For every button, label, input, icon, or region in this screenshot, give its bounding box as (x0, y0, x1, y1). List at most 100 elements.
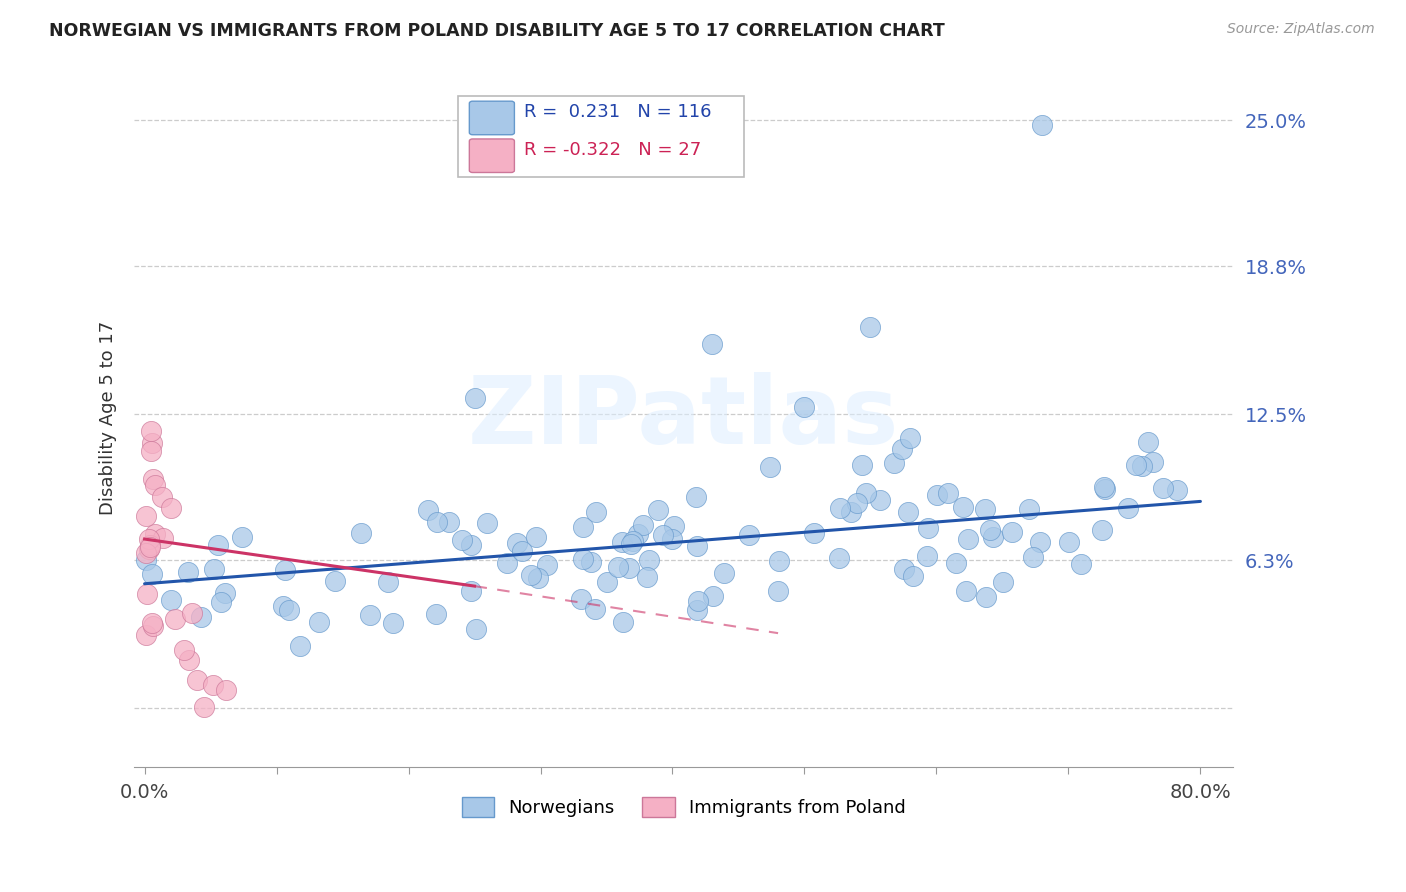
Point (768, 554, 790, 568)
Point (981, 530, 1004, 544)
Point (759, 460, 782, 475)
Point (1094, 480, 1116, 494)
Point (160, 593, 183, 607)
Point (138, 542, 160, 557)
Point (142, 619, 165, 633)
Point (437, 516, 460, 530)
Point (141, 424, 163, 438)
Point (738, 528, 761, 542)
Text: NORWEGIAN VS IMMIGRANTS FROM POLAND DISABILITY AGE 5 TO 17 CORRELATION CHART: NORWEGIAN VS IMMIGRANTS FROM POLAND DISA… (49, 22, 945, 40)
Point (215, 682, 238, 697)
Point (952, 500, 974, 515)
Point (142, 472, 165, 486)
Point (793, 401, 815, 415)
Point (308, 615, 330, 630)
Point (1241, 195, 1264, 210)
Point (135, 553, 157, 567)
Point (579, 555, 602, 569)
Point (661, 532, 683, 546)
Point (526, 572, 548, 586)
FancyBboxPatch shape (470, 101, 515, 135)
Point (1142, 454, 1164, 468)
Point (141, 444, 163, 458)
Point (524, 530, 547, 544)
Point (1001, 524, 1024, 539)
Point (569, 591, 592, 606)
Point (323, 574, 346, 589)
Point (202, 678, 225, 692)
Point (869, 492, 891, 507)
FancyBboxPatch shape (458, 96, 744, 177)
Point (381, 615, 404, 630)
Point (496, 556, 519, 570)
Point (1057, 534, 1080, 549)
FancyBboxPatch shape (470, 139, 515, 172)
Point (160, 501, 183, 516)
Legend: Norwegians, Immigrants from Poland: Norwegians, Immigrants from Poland (454, 789, 912, 824)
Point (917, 521, 939, 535)
Point (152, 532, 174, 546)
Point (955, 584, 977, 599)
Point (1152, 481, 1174, 495)
Point (685, 490, 707, 504)
Point (136, 587, 159, 601)
Point (181, 607, 204, 621)
Point (536, 558, 558, 573)
Text: ZIPatlas: ZIPatlas (468, 372, 900, 464)
Point (627, 526, 650, 541)
Point (957, 533, 980, 547)
Point (647, 503, 669, 517)
Point (623, 533, 645, 548)
Point (141, 435, 163, 450)
Point (1029, 535, 1052, 549)
Point (686, 603, 709, 617)
Point (377, 574, 399, 589)
Point (141, 567, 163, 582)
Point (898, 431, 921, 445)
Point (846, 496, 869, 510)
Point (1125, 458, 1147, 473)
Point (803, 526, 825, 541)
Point (465, 622, 488, 636)
Text: R = -0.322   N = 27: R = -0.322 N = 27 (524, 141, 702, 159)
Point (173, 643, 195, 657)
Point (510, 544, 533, 558)
Point (1018, 501, 1040, 516)
Point (596, 575, 619, 590)
Point (193, 700, 215, 714)
Point (571, 519, 593, 533)
Point (143, 526, 166, 541)
Point (890, 442, 912, 456)
Point (143, 478, 166, 492)
Point (766, 583, 789, 598)
Point (610, 534, 633, 549)
Point (713, 566, 735, 580)
Point (135, 546, 157, 560)
Point (855, 485, 877, 500)
Point (450, 533, 472, 548)
Point (1094, 483, 1116, 497)
Point (202, 562, 225, 576)
Point (688, 594, 710, 608)
Point (138, 532, 160, 546)
Point (190, 609, 212, 624)
Point (991, 575, 1014, 590)
Text: Source: ZipAtlas.com: Source: ZipAtlas.com (1227, 22, 1375, 37)
Point (915, 549, 938, 563)
Point (979, 523, 1001, 537)
Point (416, 503, 439, 517)
Point (702, 589, 724, 603)
Point (1132, 458, 1154, 473)
Point (936, 486, 959, 500)
Point (163, 611, 186, 625)
Point (460, 584, 482, 599)
Point (426, 516, 449, 530)
Point (839, 505, 862, 519)
Point (662, 519, 685, 533)
Point (359, 607, 381, 622)
Point (139, 538, 162, 552)
Point (830, 500, 852, 515)
Point (620, 536, 643, 550)
Point (186, 673, 208, 688)
Point (633, 518, 655, 533)
